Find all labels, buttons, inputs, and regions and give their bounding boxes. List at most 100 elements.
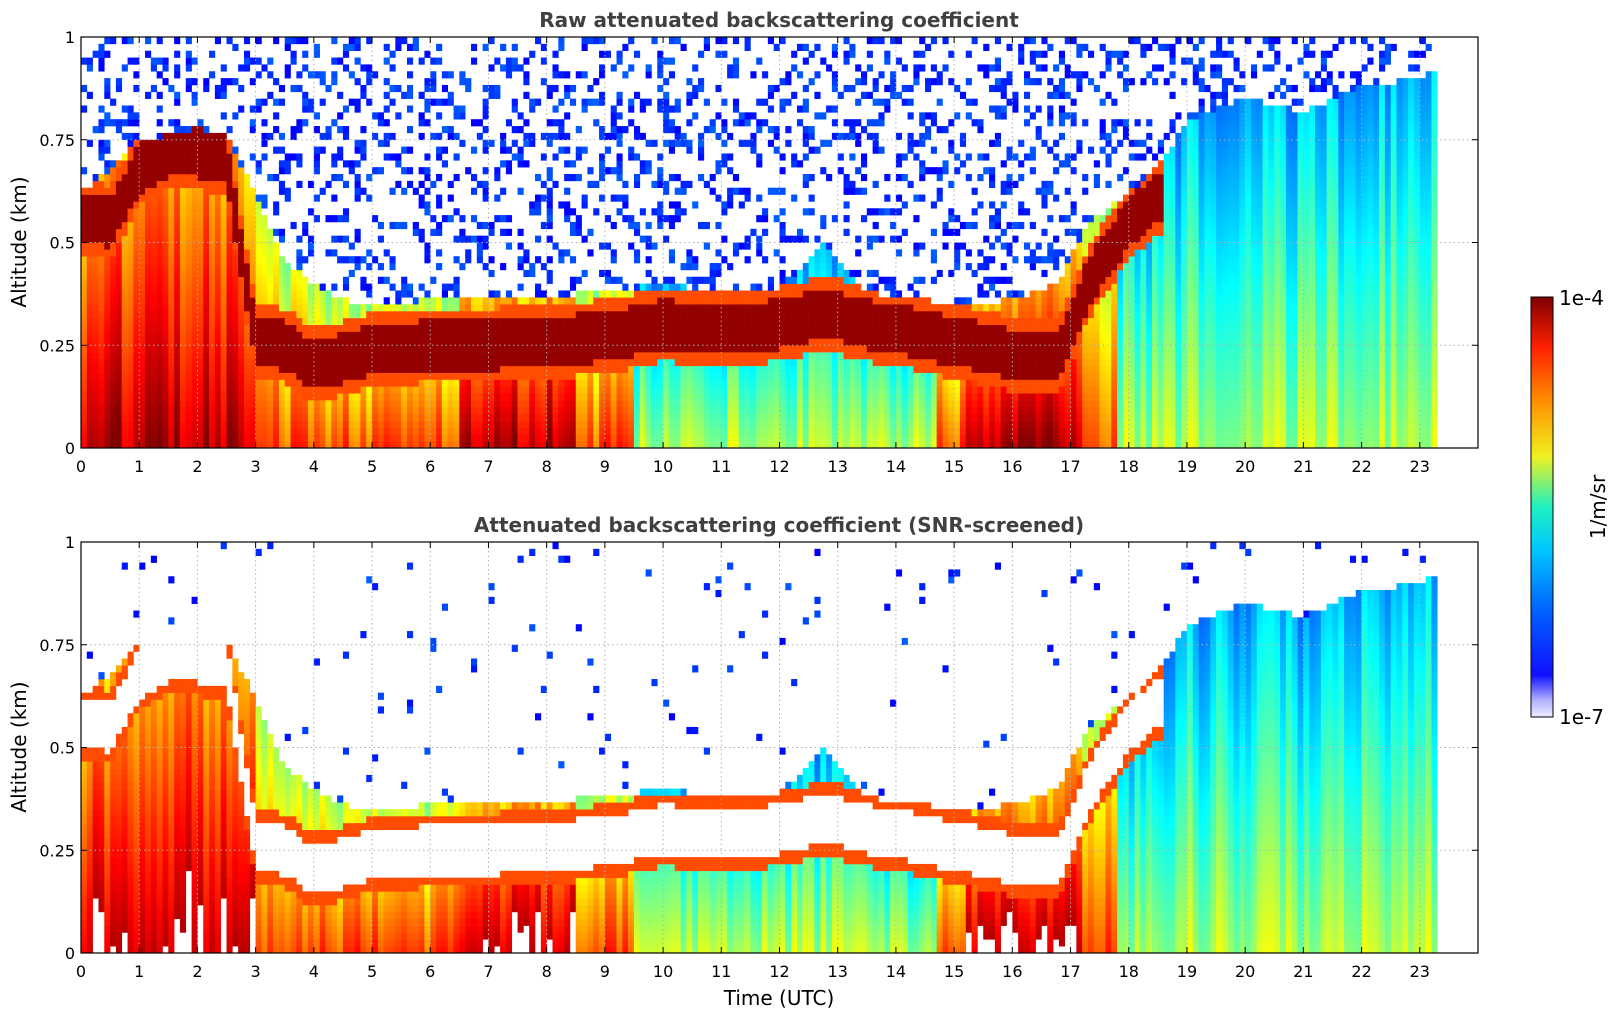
heat-cell xyxy=(593,420,600,428)
heat-cell xyxy=(779,379,786,387)
heat-cell xyxy=(214,228,221,236)
heat-cell xyxy=(517,331,524,339)
heat-cell xyxy=(331,420,338,428)
heat-cell xyxy=(191,283,198,291)
heat-cell xyxy=(197,324,204,332)
heat-cell xyxy=(727,290,734,298)
heat-cell xyxy=(459,413,466,421)
heat-cell xyxy=(517,413,524,421)
heat-cell xyxy=(290,290,297,298)
heat-cell xyxy=(424,393,431,401)
heat-cell xyxy=(651,406,658,415)
heat-cell xyxy=(342,64,350,72)
heat-cell xyxy=(505,324,513,332)
heat-cell xyxy=(866,386,873,394)
heat-cell xyxy=(558,43,565,51)
heat-cell xyxy=(715,37,722,45)
heat-cell xyxy=(756,98,763,106)
heat-cell xyxy=(802,372,809,380)
heat-cell xyxy=(92,365,99,373)
heat-cell xyxy=(471,187,478,195)
heat-cell xyxy=(599,386,606,394)
heat-cell xyxy=(191,146,198,154)
heat-cell xyxy=(441,352,449,360)
heat-cell xyxy=(209,221,216,230)
heat-cell xyxy=(814,283,821,291)
heat-cell xyxy=(750,304,757,312)
heat-cell xyxy=(500,345,507,353)
heat-cell xyxy=(628,441,635,448)
heat-cell xyxy=(802,427,809,435)
heat-cell xyxy=(756,400,763,408)
heat-cell xyxy=(674,413,681,421)
heat-cell xyxy=(179,174,187,182)
heat-cell xyxy=(174,235,181,243)
heat-cell xyxy=(174,126,181,134)
heat-cell xyxy=(150,324,157,332)
heat-cell xyxy=(645,64,652,72)
heat-cell xyxy=(406,324,414,332)
heat-cell xyxy=(610,167,617,175)
heat-cell xyxy=(214,242,221,250)
heat-cell xyxy=(360,352,367,360)
heat-cell xyxy=(121,269,128,278)
heat-cell xyxy=(802,297,809,305)
heat-cell xyxy=(238,379,245,387)
heat-cell xyxy=(663,105,670,113)
heat-cell xyxy=(639,297,646,305)
heat-cell xyxy=(727,413,734,421)
heat-cell xyxy=(715,358,722,367)
heat-cell xyxy=(732,331,740,339)
heat-cell xyxy=(412,420,419,428)
heat-cell xyxy=(767,365,774,373)
heat-cell xyxy=(290,153,297,161)
heat-cell xyxy=(680,180,687,188)
heat-cell xyxy=(505,119,513,127)
heat-cell xyxy=(762,441,769,448)
heat-cell xyxy=(773,379,780,387)
heat-cell xyxy=(395,221,402,230)
heat-cell xyxy=(168,242,175,250)
heat-cell xyxy=(575,441,582,448)
heat-cell xyxy=(826,105,833,113)
heat-cell xyxy=(232,372,239,380)
heat-cell xyxy=(732,98,740,106)
heat-cell xyxy=(866,345,873,353)
heat-cell xyxy=(657,57,664,65)
heat-cell xyxy=(796,358,804,367)
heat-cell xyxy=(703,379,710,387)
heat-cell xyxy=(686,434,693,442)
heat-cell xyxy=(249,57,256,65)
heat-cell xyxy=(441,331,449,339)
heat-cell xyxy=(529,406,536,415)
heat-cell xyxy=(622,434,629,442)
heat-cell xyxy=(86,365,93,373)
heat-cell xyxy=(581,297,588,305)
heat-cell xyxy=(593,338,600,346)
heat-cell xyxy=(610,365,617,373)
heat-cell xyxy=(546,441,553,448)
heat-cell xyxy=(540,304,547,312)
heat-cell xyxy=(203,78,210,86)
heat-cell xyxy=(773,132,780,141)
heat-cell xyxy=(674,358,681,367)
heat-cell xyxy=(639,413,646,421)
heat-cell xyxy=(342,276,350,284)
heat-cell xyxy=(179,221,187,230)
heat-cell xyxy=(168,256,175,264)
heat-cell xyxy=(133,358,140,367)
heat-cell xyxy=(558,119,565,127)
heat-cell xyxy=(261,235,268,243)
heat-cell xyxy=(214,427,221,435)
heat-cell xyxy=(319,352,326,360)
heat-cell xyxy=(599,413,606,421)
heat-cell xyxy=(92,235,99,243)
heat-cell xyxy=(168,400,175,408)
heat-cell xyxy=(360,420,367,428)
heat-cell xyxy=(645,441,652,448)
heat-cell xyxy=(424,434,431,442)
heat-cell xyxy=(692,84,699,93)
heat-cell xyxy=(127,146,134,154)
heat-cell xyxy=(150,276,157,284)
heat-cell xyxy=(337,345,344,353)
